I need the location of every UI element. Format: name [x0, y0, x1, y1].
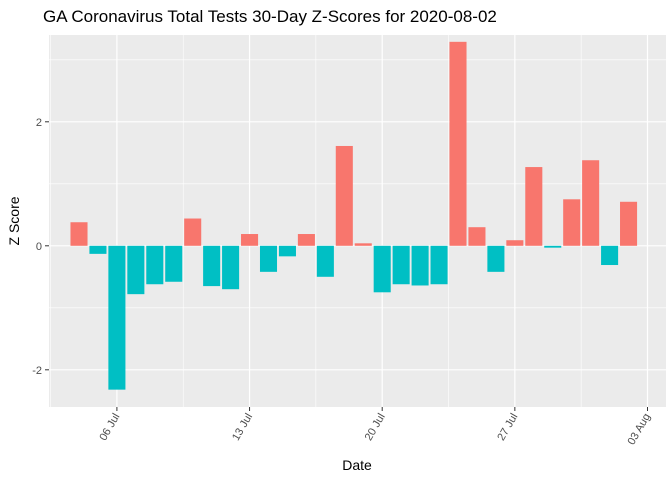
- bar: [601, 245, 619, 266]
- bar: [430, 245, 448, 285]
- y-tick-label: 2: [36, 117, 42, 129]
- bar: [506, 240, 524, 246]
- bar: [468, 227, 486, 246]
- bar: [392, 245, 410, 285]
- x-axis-title: Date: [342, 457, 372, 473]
- bar: [354, 243, 372, 246]
- bar: [70, 222, 88, 246]
- bar: [582, 160, 600, 246]
- bar: [241, 234, 259, 246]
- y-axis: -2 0 2: [32, 117, 49, 377]
- bar: [127, 245, 145, 295]
- bar: [146, 245, 164, 285]
- bar: [108, 245, 126, 390]
- x-tick-label: 13 Jul: [230, 412, 255, 443]
- grid: [49, 35, 666, 407]
- chart-title: GA Coronavirus Total Tests 30-Day Z-Scor…: [43, 7, 497, 26]
- bar: [316, 245, 334, 277]
- bar: [89, 245, 107, 254]
- bars: [70, 41, 638, 390]
- y-tick-label: -2: [32, 365, 42, 377]
- x-tick-label: 27 Jul: [495, 412, 520, 443]
- x-tick-label: 20 Jul: [363, 412, 388, 443]
- plot-panel: [49, 35, 666, 407]
- bar: [184, 218, 202, 246]
- bar: [620, 201, 638, 246]
- bar: [544, 245, 562, 248]
- bar: [487, 245, 505, 272]
- bar: [203, 245, 221, 287]
- bar: [259, 245, 278, 272]
- bar: [373, 245, 391, 293]
- x-tick-label: 03 Aug: [626, 412, 654, 448]
- y-axis-title: Z Score: [6, 196, 22, 245]
- y-tick-label: 0: [36, 241, 42, 253]
- bar: [411, 245, 429, 286]
- bar: [165, 245, 183, 282]
- x-axis: 06 Jul 13 Jul 20 Jul 27 Jul 03 Aug: [97, 407, 653, 447]
- bar: [222, 245, 240, 290]
- bar: [278, 245, 296, 257]
- bar: [449, 41, 467, 246]
- bar: [563, 199, 581, 246]
- bar: [335, 145, 353, 246]
- bar: [297, 234, 315, 246]
- bar: [525, 167, 543, 246]
- x-tick-label: 06 Jul: [97, 412, 122, 443]
